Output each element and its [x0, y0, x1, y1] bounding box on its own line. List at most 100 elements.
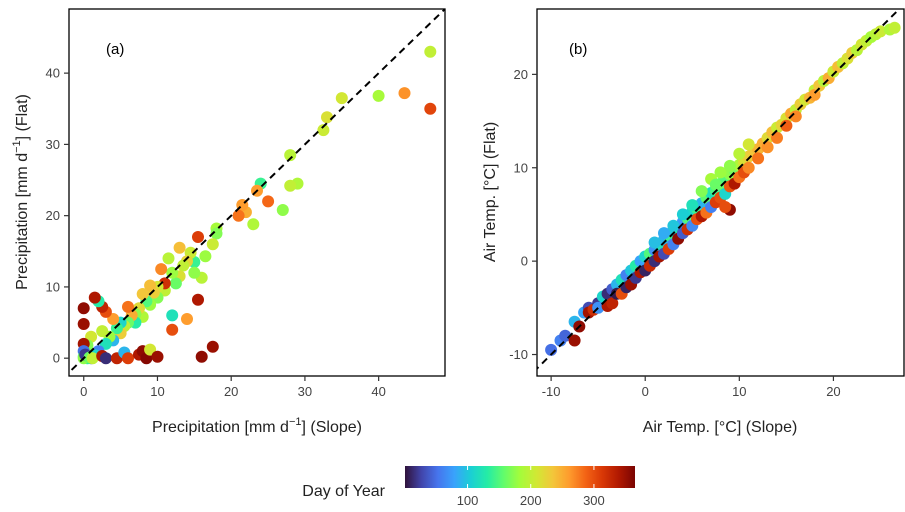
- data-point: [284, 179, 297, 192]
- data-point: [151, 350, 164, 363]
- data-point: [210, 227, 223, 240]
- data-point: [195, 350, 208, 363]
- panel-a: 0 10 20 30 40 0 10 20 30 40 (a) Precipitation [m…: [11, 8, 446, 436]
- data-point: [96, 325, 109, 338]
- y-tick-label: 40: [46, 66, 60, 81]
- panel-b: -10 0 10 20 -10 0 10 20 (b) Air Temp. [°C] (Sl…: [482, 8, 905, 436]
- colorbar-tick-label: 200: [520, 493, 542, 508]
- data-point: [232, 209, 245, 222]
- data-point: [752, 152, 765, 165]
- data-point: [398, 87, 411, 100]
- colorbar-title: Day of Year: [302, 483, 385, 500]
- panel-label-b: (b): [569, 41, 587, 58]
- data-point: [714, 166, 727, 179]
- data-point: [247, 218, 260, 231]
- data-point: [88, 291, 101, 304]
- data-point: [648, 236, 661, 249]
- y-tick-label: 20: [514, 67, 528, 82]
- x-tick-label: 10: [732, 384, 746, 399]
- data-point: [262, 195, 275, 208]
- y-axis-label-a: Precipitation [mm d−1] (Flat): [11, 94, 31, 290]
- x-tick-label: 40: [371, 384, 385, 399]
- x-tick-label: 20: [224, 384, 238, 399]
- points-a: [77, 45, 437, 365]
- plot-frame-b: [536, 8, 905, 377]
- colorbar-ticks: 100 200 300: [457, 466, 605, 508]
- data-point: [771, 131, 783, 144]
- panel-label-a: (a): [106, 41, 124, 58]
- y-tick-label: 10: [46, 279, 60, 294]
- data-point: [199, 250, 212, 263]
- data-point: [686, 199, 699, 212]
- data-point: [695, 185, 708, 198]
- data-point: [192, 231, 204, 243]
- data-point: [192, 293, 204, 306]
- x-axis-ticks-a: 0 10 20 30 40: [80, 376, 386, 399]
- data-point: [188, 266, 201, 279]
- data-point: [162, 252, 175, 265]
- data-point: [321, 111, 333, 124]
- x-tick-label: 0: [642, 384, 649, 399]
- data-point: [86, 352, 99, 365]
- data-point: [317, 124, 330, 137]
- data-point: [335, 92, 348, 105]
- y-tick-label: 0: [53, 351, 60, 366]
- data-point: [206, 238, 219, 251]
- colorbar-tick-label: 300: [583, 493, 605, 508]
- data-point: [155, 263, 168, 276]
- colorbar-gradient: [405, 466, 635, 488]
- one-to-one-line-b: [537, 9, 901, 370]
- data-point: [122, 300, 134, 313]
- colorbar-legend: Day of Year 100 200 300: [302, 466, 635, 508]
- data-point: [166, 309, 179, 322]
- data-point: [177, 259, 190, 272]
- y-tick-label: 10: [514, 160, 528, 175]
- data-point: [723, 159, 736, 172]
- x-tick-label: 20: [826, 384, 840, 399]
- data-point: [667, 219, 680, 232]
- data-point: [709, 178, 722, 191]
- x-tick-label: 0: [80, 384, 87, 399]
- x-tick-label: 10: [150, 384, 164, 399]
- data-point: [568, 334, 581, 347]
- y-tick-label: 30: [46, 137, 60, 152]
- points-b: [545, 21, 901, 356]
- data-point: [733, 147, 746, 160]
- data-point: [276, 204, 289, 216]
- data-point: [99, 352, 112, 365]
- y-tick-label: 0: [521, 254, 528, 269]
- x-axis-ticks-b: -10 0 10 20: [542, 376, 841, 399]
- y-axis-ticks-a: 0 10 20 30 40: [46, 66, 69, 366]
- data-point: [166, 323, 179, 336]
- x-axis-label-b: Air Temp. [°C] (Slope): [643, 419, 798, 436]
- data-point: [742, 138, 755, 151]
- data-point: [808, 88, 821, 101]
- data-point: [181, 313, 193, 325]
- one-to-one-line-a: [69, 9, 445, 374]
- data-point: [874, 25, 887, 38]
- y-tick-label: 20: [46, 208, 60, 223]
- y-axis-label-b: Air Temp. [°C] (Flat): [482, 122, 499, 262]
- plot-frame-a: [68, 8, 446, 377]
- data-point: [424, 102, 437, 115]
- data-point: [77, 302, 90, 315]
- x-tick-label: 30: [298, 384, 312, 399]
- y-axis-ticks-b: -10 0 10 20: [509, 67, 537, 362]
- data-point: [559, 329, 572, 342]
- data-point: [110, 322, 123, 335]
- data-point: [372, 89, 385, 102]
- data-point: [742, 161, 755, 174]
- data-point: [77, 318, 90, 330]
- data-point: [136, 288, 149, 300]
- colorbar-tick-label: 100: [457, 493, 479, 508]
- data-point: [284, 149, 297, 162]
- data-point: [424, 45, 437, 58]
- data-point: [144, 279, 157, 292]
- data-point: [206, 340, 219, 353]
- data-point: [173, 241, 186, 254]
- x-tick-label: -10: [542, 384, 561, 399]
- data-point: [719, 201, 732, 213]
- data-point: [888, 21, 901, 34]
- x-axis-label-a: Precipitation [mm d−1] (Slope): [152, 416, 362, 436]
